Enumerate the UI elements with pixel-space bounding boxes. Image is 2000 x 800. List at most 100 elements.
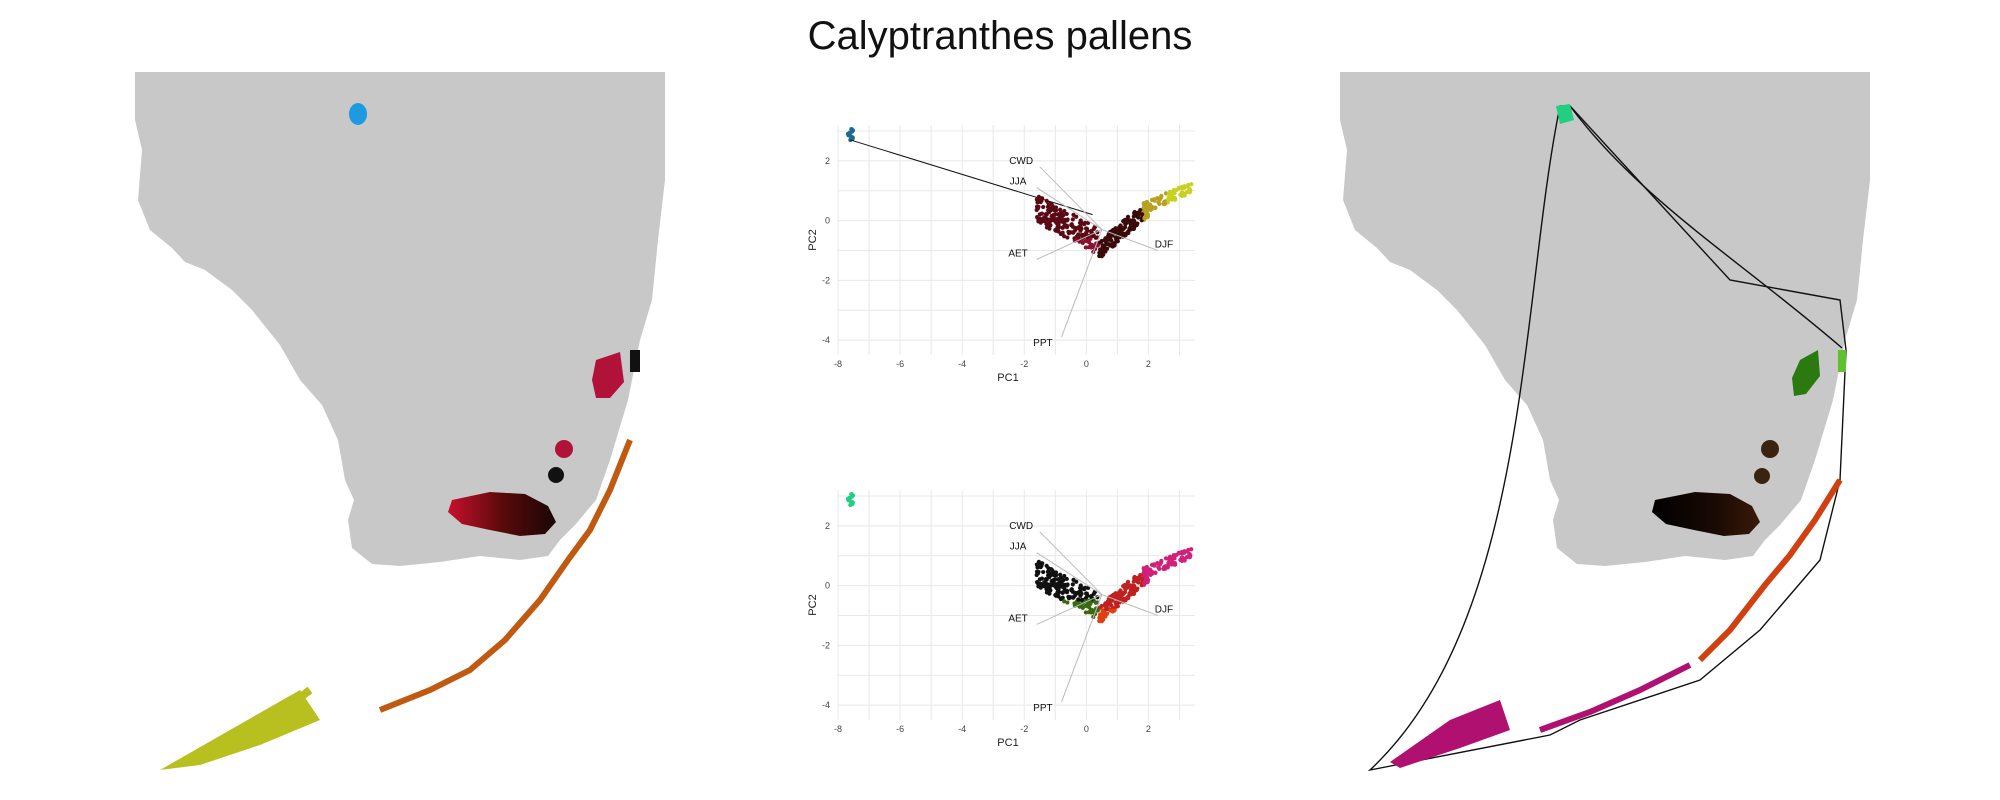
data-point: [1041, 569, 1046, 575]
data-point: [1108, 243, 1113, 248]
data-point: [1043, 577, 1049, 582]
data-point: [1171, 187, 1176, 193]
y-tick-label: -2: [822, 275, 830, 285]
data-point: [1047, 209, 1052, 215]
data-point: [1038, 216, 1043, 221]
map-point-mid1-right: [1761, 440, 1779, 458]
data-point: [1149, 197, 1155, 202]
hull-outline-right: [1367, 105, 1847, 772]
data-point: [1062, 208, 1067, 214]
variable-label-ppt: PPT: [1033, 338, 1052, 349]
data-point: [1185, 184, 1190, 189]
data-point: [1048, 588, 1053, 593]
data-point: [1111, 608, 1116, 613]
data-point: [1157, 197, 1162, 202]
data-point: [1122, 231, 1127, 236]
data-point: [1089, 245, 1094, 250]
data-point: [1142, 581, 1147, 586]
data-point: [1058, 572, 1063, 577]
data-point: [1189, 547, 1194, 552]
data-point: [1122, 596, 1127, 601]
y-axis-label: PC2: [807, 229, 819, 250]
data-point: [1035, 563, 1040, 568]
map-region-east-small-left: [630, 350, 640, 372]
loading-vector: [1036, 229, 1103, 260]
data-point: [1077, 585, 1083, 591]
map-keys-tip-left: [160, 690, 320, 770]
data-point: [1058, 207, 1063, 212]
data-point: [1167, 559, 1172, 564]
data-point: [1188, 553, 1193, 558]
variable-label-jja: JJA: [1010, 542, 1027, 553]
data-point: [1077, 220, 1083, 226]
data-point: [1136, 580, 1141, 585]
map-region-north-right: [1556, 104, 1574, 124]
data-point: [1034, 204, 1040, 209]
data-point: [1146, 205, 1151, 210]
data-point: [1159, 193, 1164, 198]
y-axis-label: PC2: [807, 594, 819, 615]
data-point: [1149, 562, 1155, 567]
x-tick-label: -6: [896, 724, 904, 734]
data-point: [1064, 211, 1069, 217]
data-point: [1070, 230, 1075, 235]
data-point: [1053, 212, 1058, 217]
data-point: [1039, 211, 1045, 216]
y-tick-label: -2: [822, 640, 830, 650]
pca-plot-top: -8 -6 -4 -2 0 2 -4 -2 0 2 PC1 PC2 CWD JJA DJF AET PPT: [807, 125, 1195, 384]
data-point: [1036, 194, 1041, 199]
map-left: [135, 72, 665, 770]
data-point: [1044, 563, 1049, 568]
data-point: [1135, 221, 1140, 226]
data-point: [1163, 566, 1168, 571]
data-point: [1049, 214, 1054, 219]
data-point: [1062, 573, 1067, 579]
data-point: [1045, 220, 1050, 225]
florida-land-left: [135, 72, 665, 566]
data-point: [849, 491, 854, 497]
data-point: [1078, 228, 1083, 233]
data-point: [1061, 577, 1066, 583]
loading-vector: [1061, 594, 1103, 703]
loading-vector: [1036, 552, 1103, 595]
x-tick-label: -8: [834, 724, 842, 734]
data-point: [1076, 597, 1081, 602]
data-point: [1125, 579, 1131, 584]
x-tick-label: 0: [1084, 359, 1089, 369]
data-point: [1141, 201, 1146, 206]
y-tick-label: 0: [825, 216, 830, 226]
hull-edge: [850, 139, 1093, 216]
loading-vector: [1036, 187, 1103, 230]
data-point: [1139, 212, 1145, 217]
data-point: [1145, 579, 1150, 584]
data-point: [1127, 583, 1133, 588]
data-point: [1048, 223, 1053, 228]
data-point: [1109, 603, 1114, 608]
data-point: [1071, 212, 1076, 217]
map-point-mid2-right: [1754, 468, 1770, 484]
data-point: [1125, 214, 1131, 219]
data-point: [1089, 594, 1094, 599]
data-point: [1166, 562, 1171, 567]
data-point: [1083, 226, 1089, 231]
data-point: [1167, 194, 1172, 199]
data-point: [1035, 215, 1040, 220]
data-point: [1124, 218, 1129, 224]
loading-vector: [1101, 594, 1158, 616]
data-point: [1111, 227, 1116, 232]
map-keys-right: [1697, 478, 1843, 663]
data-point: [1189, 182, 1194, 187]
data-point: [1124, 583, 1129, 589]
variable-label-djf: DJF: [1155, 604, 1173, 615]
data-point: [1061, 212, 1066, 218]
data-point: [1146, 570, 1151, 575]
data-point: [1132, 583, 1137, 589]
data-point: [1172, 556, 1177, 561]
data-point: [1066, 229, 1071, 234]
y-tick-label: 0: [825, 581, 830, 591]
data-point: [1163, 201, 1168, 206]
data-point: [1078, 593, 1083, 598]
data-point: [1064, 218, 1070, 223]
data-point: [1180, 558, 1185, 563]
y-tick-label: 2: [825, 156, 830, 166]
